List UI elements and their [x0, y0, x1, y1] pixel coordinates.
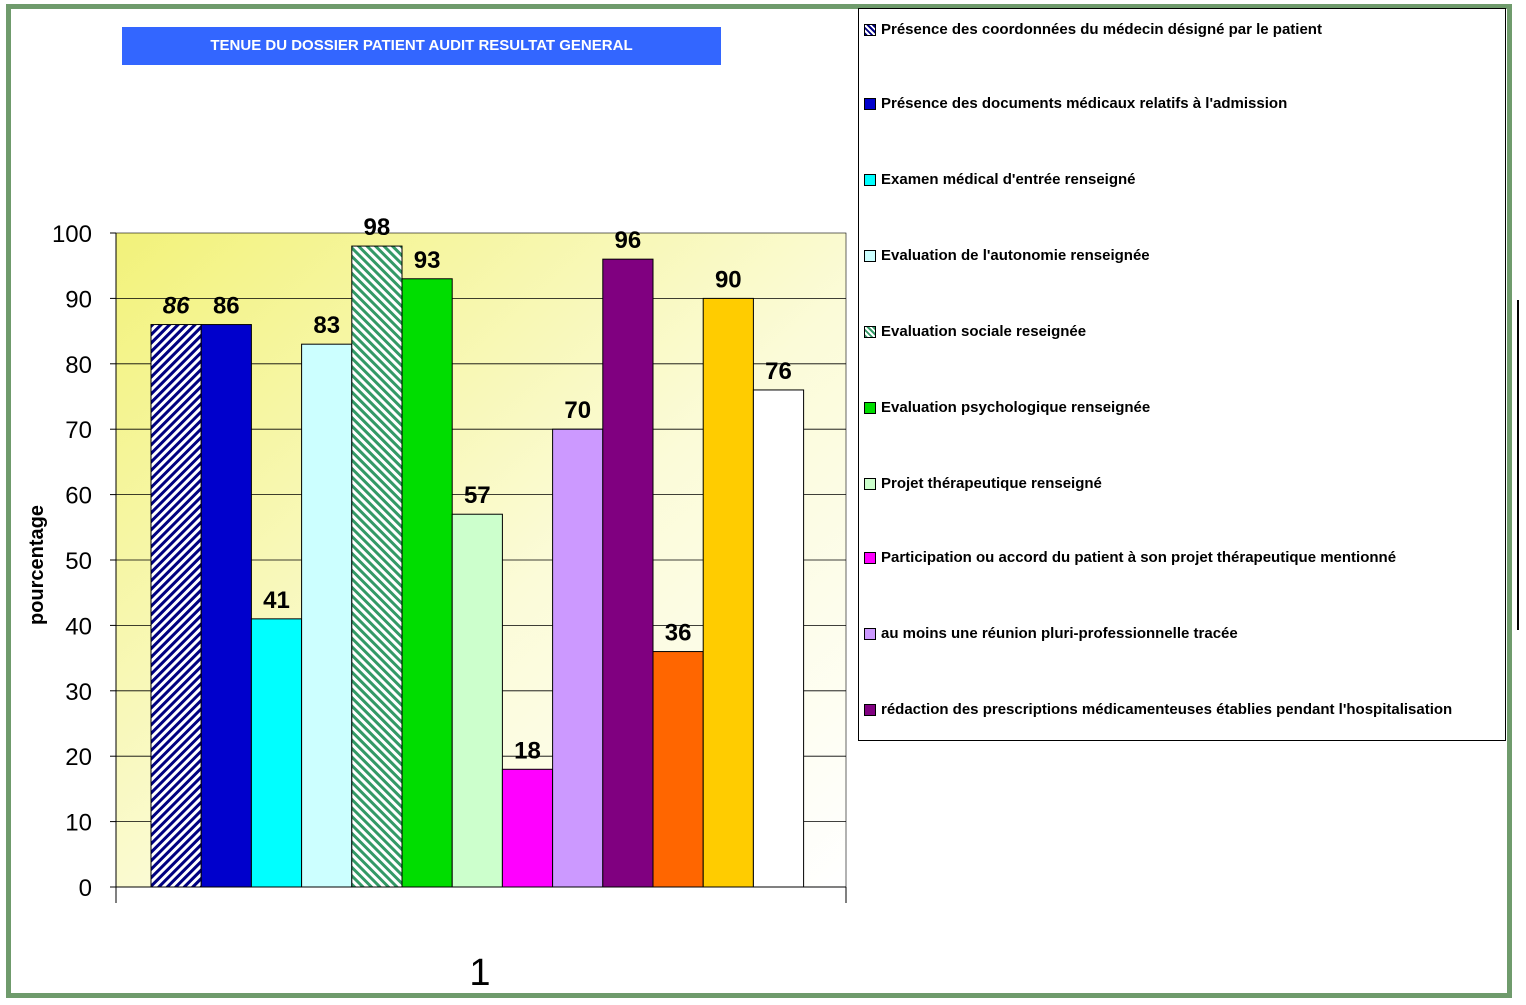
data-label-12: 90 — [715, 266, 742, 293]
bar-1 — [150, 324, 202, 888]
y-tick-label: 40 — [65, 613, 92, 640]
legend-item-6: Evaluation psychologique renseignée — [864, 397, 1150, 419]
y-axis-label: pourcentage — [26, 505, 48, 625]
data-label-1: 86 — [163, 293, 190, 320]
legend-swatch — [864, 402, 876, 414]
data-label-11: 36 — [665, 620, 692, 647]
bar-13 — [752, 389, 805, 888]
y-tick-label: 90 — [65, 286, 92, 313]
legend-item-7: Projet thérapeutique renseigné — [864, 473, 1102, 495]
legend-item-2: Présence des documents médicaux relatifs… — [864, 93, 1287, 115]
legend-swatch — [864, 628, 876, 640]
y-tick-label: 30 — [65, 679, 92, 706]
data-label-2: 86 — [213, 293, 240, 320]
legend-label: Projet thérapeutique renseigné — [881, 475, 1102, 492]
axes: 0 10 20 30 40 50 60 70 80 90 100 — [52, 221, 847, 903]
bar-8 — [501, 768, 554, 888]
data-label-7: 57 — [464, 482, 491, 509]
y-tick-label: 100 — [52, 221, 92, 248]
chart-frame — [6, 4, 1512, 998]
bars — [150, 245, 805, 888]
legend-item-4: Evaluation de l'autonomie renseignée — [864, 245, 1150, 267]
legend-label: Présence des coordonnées du médecin dési… — [881, 21, 1322, 38]
chart-title: TENUE DU DOSSIER PATIENT AUDIT RESULTAT … — [122, 27, 721, 65]
legend-item-3: Examen médical d'entrée renseigné — [864, 169, 1136, 191]
bar-5 — [351, 245, 403, 888]
legend-item-8: Participation ou accord du patient à son… — [864, 547, 1396, 569]
x-category-label: 1 — [469, 952, 490, 994]
y-tick-label: 20 — [65, 744, 92, 771]
data-labels: 86 86 41 83 98 93 57 18 70 96 36 90 76 — [163, 214, 792, 764]
edge-line — [1517, 300, 1519, 630]
bar-6 — [401, 278, 453, 888]
bar-11 — [652, 651, 704, 888]
bar-10 — [602, 258, 654, 888]
legend-item-1: Présence des coordonnées du médecin dési… — [864, 19, 1322, 41]
legend-item-5: Evaluation sociale reseignée — [864, 321, 1086, 343]
y-tick-label: 50 — [65, 548, 92, 575]
bar-3 — [250, 618, 303, 888]
y-tick-label: 10 — [65, 810, 92, 837]
legend-swatch — [864, 174, 876, 186]
legend-swatch — [864, 24, 876, 36]
y-tick-label: 0 — [79, 875, 92, 902]
y-tick-label: 70 — [65, 417, 92, 444]
legend: Présence des coordonnées du médecin dési… — [858, 8, 1506, 741]
data-label-13: 76 — [765, 358, 792, 385]
legend-swatch — [864, 478, 876, 490]
legend-label: Evaluation de l'autonomie renseignée — [881, 247, 1150, 264]
legend-swatch — [864, 704, 876, 716]
data-label-4: 83 — [313, 312, 340, 339]
bar-12 — [702, 297, 754, 888]
legend-item-10: rédaction des prescriptions médicamenteu… — [864, 699, 1504, 721]
bar-9 — [552, 428, 604, 888]
legend-label: Présence des documents médicaux relatifs… — [881, 95, 1288, 112]
legend-label: au moins une réunion pluri-professionnel… — [881, 625, 1238, 642]
data-label-5: 98 — [364, 214, 391, 241]
data-label-8: 18 — [514, 737, 541, 764]
legend-item-9: au moins une réunion pluri-professionnel… — [864, 623, 1238, 645]
bar-4 — [301, 343, 353, 888]
y-tick-label: 60 — [65, 483, 92, 510]
legend-label: rédaction des prescriptions médicamenteu… — [881, 701, 1453, 718]
bar-7 — [451, 513, 503, 888]
legend-swatch — [864, 552, 876, 564]
y-tick-label: 80 — [65, 352, 92, 379]
data-label-9: 70 — [564, 397, 591, 424]
bar-2 — [200, 324, 252, 888]
data-label-3: 41 — [263, 587, 290, 614]
legend-label: Evaluation psychologique renseignée — [881, 399, 1151, 416]
legend-swatch — [864, 98, 876, 110]
legend-label: Examen médical d'entrée renseigné — [881, 171, 1136, 188]
data-label-6: 93 — [414, 247, 441, 274]
legend-swatch — [864, 326, 876, 338]
data-label-10: 96 — [615, 227, 642, 254]
legend-swatch — [864, 250, 876, 262]
legend-label: Participation ou accord du patient à son… — [881, 549, 1397, 566]
legend-label: Evaluation sociale reseignée — [881, 323, 1087, 340]
